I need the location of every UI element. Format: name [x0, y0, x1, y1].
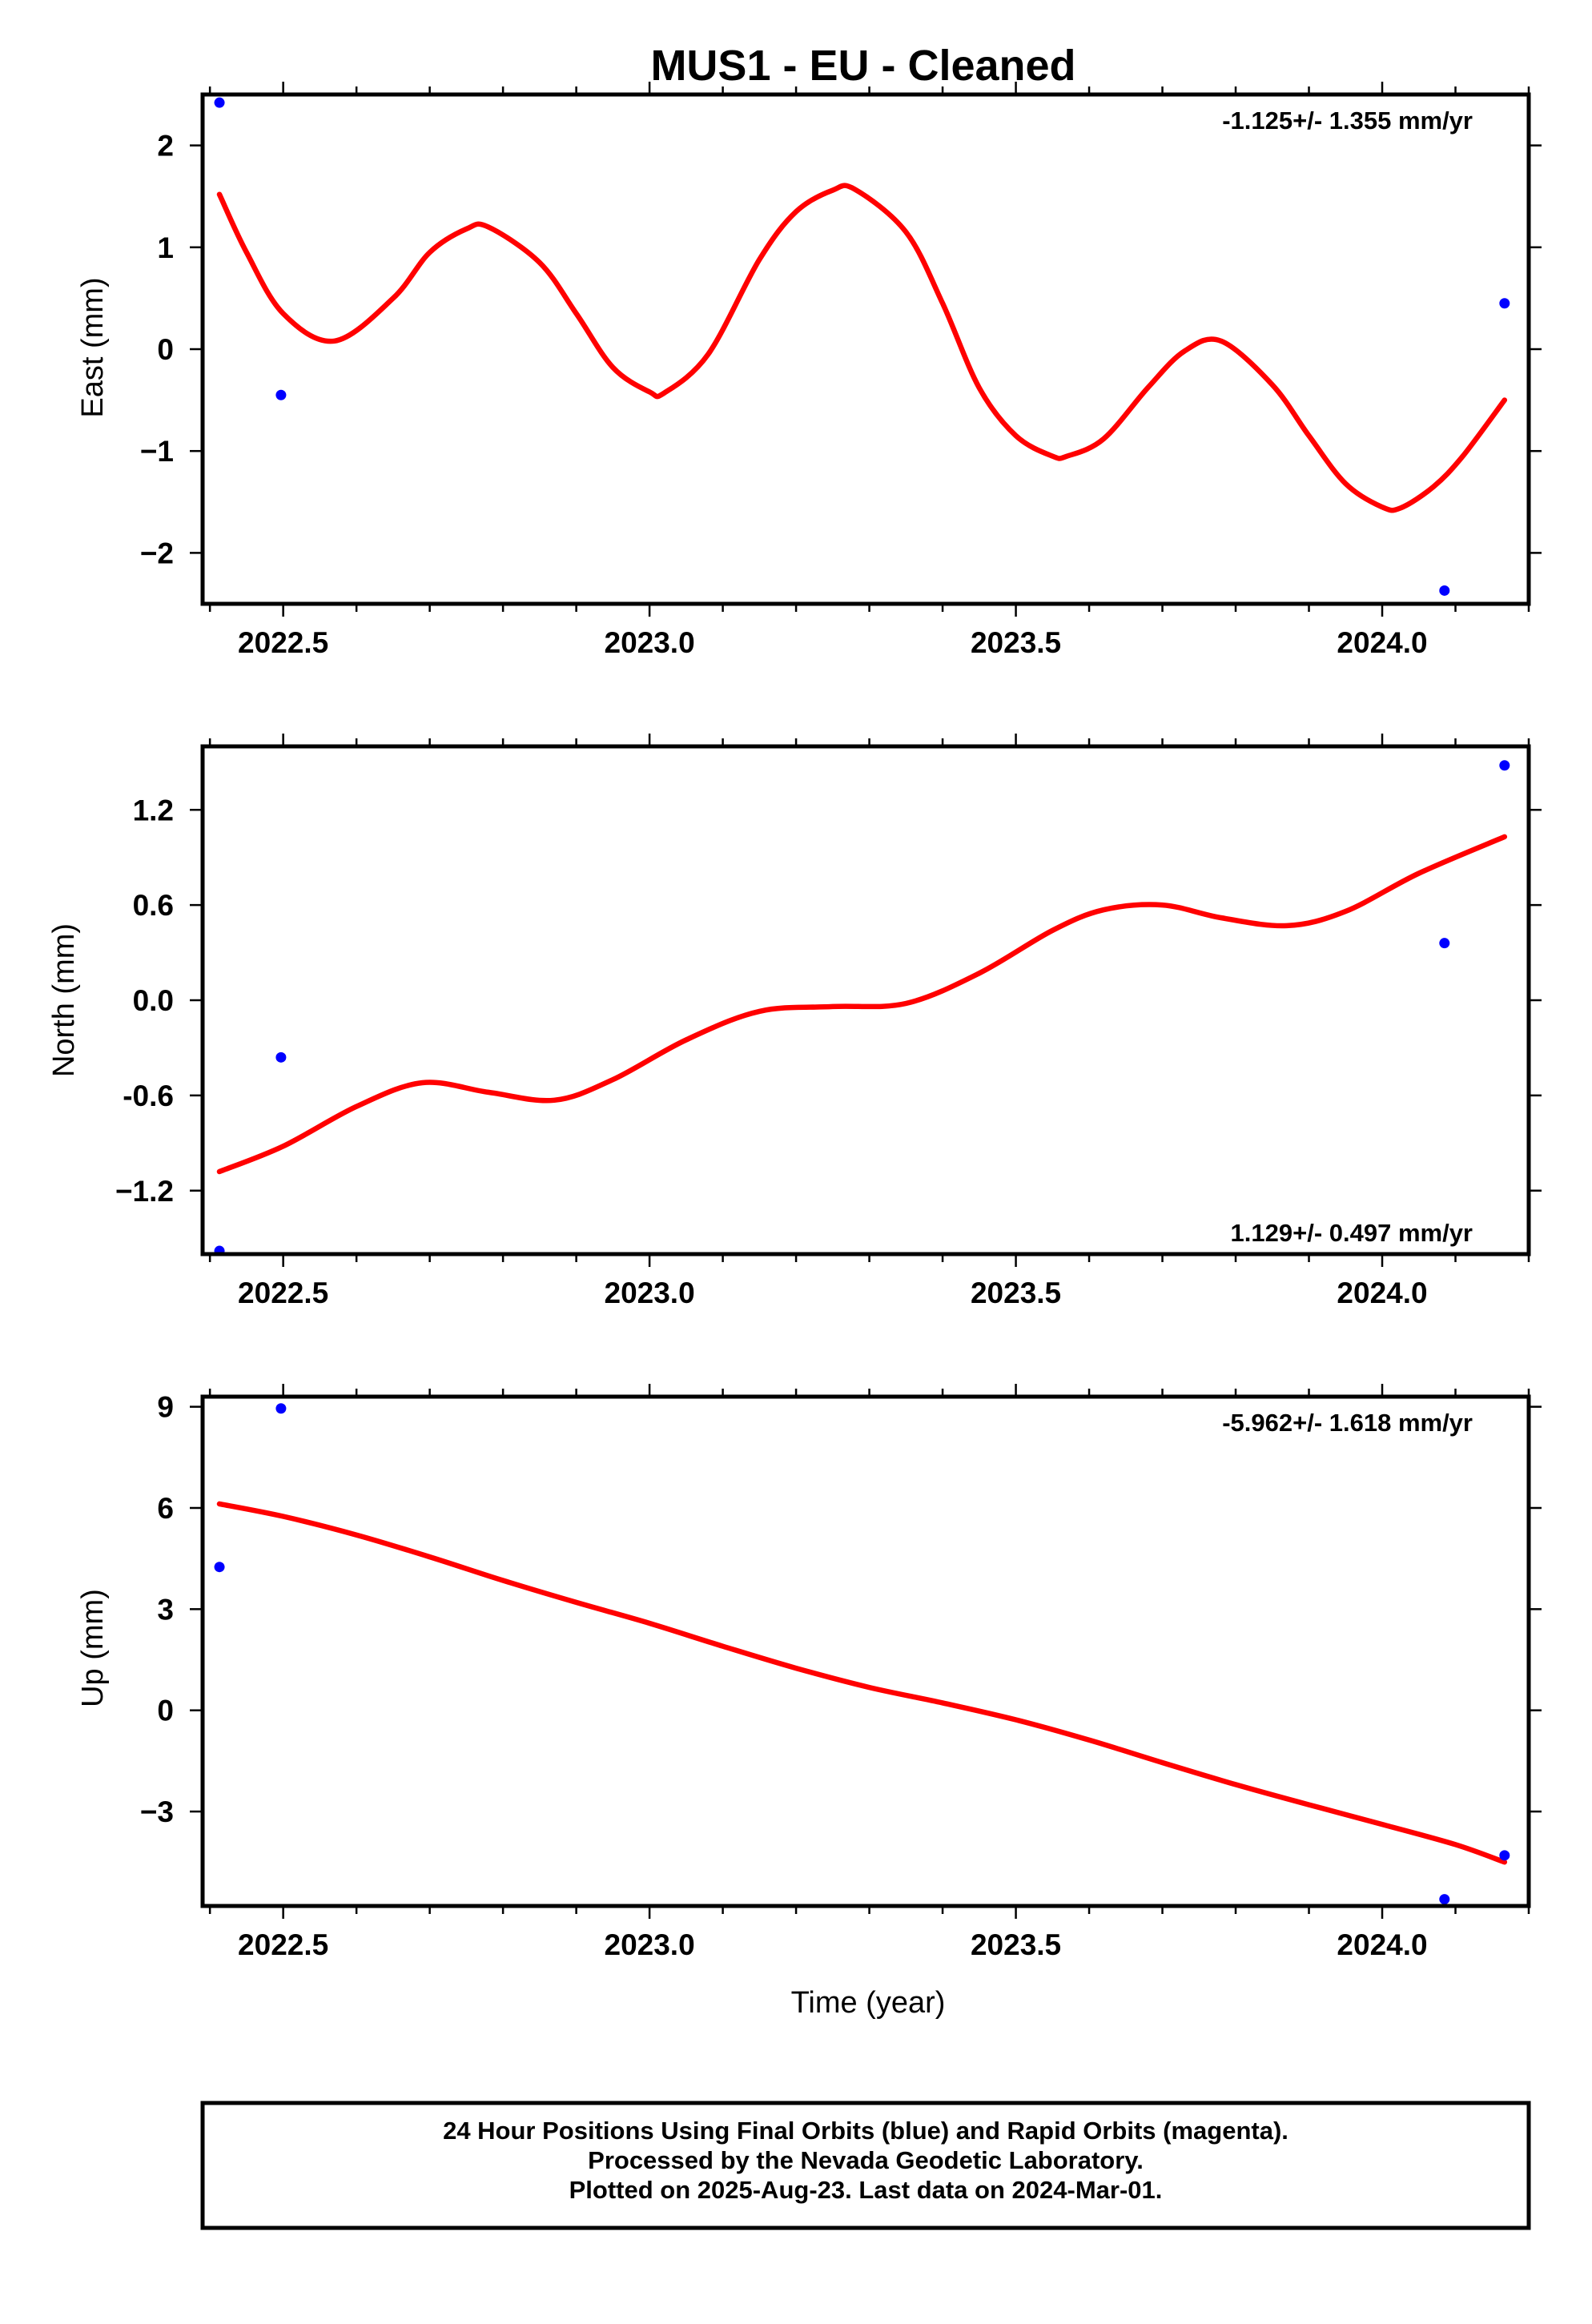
up-y-tick-label: 3 — [157, 1593, 174, 1626]
up-data-point — [1499, 1850, 1510, 1861]
east-data-point — [214, 97, 225, 108]
east-y-tick-label: −2 — [140, 537, 174, 569]
up-y-tick-label: 6 — [157, 1492, 174, 1525]
east-rate-label: -1.125+/- 1.355 mm/yr — [1222, 107, 1473, 135]
up-x-tick-label: 2022.5 — [238, 1928, 328, 1961]
east-y-axis-label: East (mm) — [76, 277, 110, 417]
north-y-axis-label: North (mm) — [47, 923, 81, 1077]
footer-line-1: 24 Hour Positions Using Final Orbits (bl… — [443, 2117, 1288, 2145]
north-y-tick-label: −1.2 — [115, 1175, 174, 1208]
north-y-tick-label: 0.6 — [133, 889, 174, 922]
x-axis-label: Time (year) — [791, 1986, 946, 2020]
north-panel: 2022.5 2023.0 2023.5 2024.0 1.2 0.6 0.0 -0.6 −1.… — [47, 734, 1542, 1309]
up-y-tick-label: −3 — [140, 1795, 174, 1828]
chart-title: MUS1 - EU - Cleaned — [650, 42, 1075, 90]
north-data-point — [275, 1051, 287, 1063]
east-y-tick-label: 1 — [157, 231, 174, 264]
east-data-point — [1499, 298, 1510, 309]
north-data-point — [1439, 938, 1450, 949]
north-y-tick-label: 0.0 — [133, 984, 174, 1017]
east-y-tick-label: 2 — [157, 130, 174, 163]
footer-panel: 24 Hour Positions Using Final Orbits (bl… — [200, 2101, 1531, 2230]
up-y-tick-label: 9 — [157, 1391, 174, 1424]
east-y-tick-label: −1 — [140, 435, 174, 468]
up-y-axis-label: Up (mm) — [76, 1589, 110, 1707]
up-y-tick-label: 0 — [157, 1695, 174, 1727]
east-x-tick-label: 2024.0 — [1337, 626, 1427, 659]
up-panel: 2022.5 2023.0 2023.5 2024.0 9 6 3 0 −3 Up (mm) -5.… — [76, 1384, 1542, 1961]
up-x-tick-label: 2023.5 — [971, 1928, 1061, 1961]
east-y-tick-label: 0 — [157, 333, 174, 366]
north-x-tick-label: 2024.0 — [1337, 1277, 1427, 1309]
north-x-tick-label: 2022.5 — [238, 1277, 328, 1309]
east-x-tick-label: 2023.0 — [605, 626, 695, 659]
up-model-line — [216, 1501, 1508, 1865]
east-x-tick-label: 2022.5 — [238, 626, 328, 659]
footer-line-3: Plotted on 2025-Aug-23. Last data on 202… — [569, 2176, 1163, 2204]
north-data-point — [1499, 760, 1510, 771]
up-data-point — [214, 1562, 225, 1573]
up-rate-label: -5.962+/- 1.618 mm/yr — [1222, 1409, 1473, 1437]
east-data-point — [1439, 585, 1450, 596]
footer-box — [200, 2101, 1531, 2230]
north-plot-frame — [200, 744, 1531, 1256]
up-x-tick-label: 2023.0 — [605, 1928, 695, 1961]
north-y-tick-label: -0.6 — [123, 1080, 174, 1112]
east-model-line — [216, 183, 1508, 513]
up-data-point — [275, 1403, 287, 1414]
north-rate-label: 1.129+/- 0.497 mm/yr — [1231, 1219, 1473, 1247]
north-x-tick-label: 2023.0 — [605, 1277, 695, 1309]
north-x-tick-label: 2023.5 — [971, 1277, 1061, 1309]
footer-line-2: Processed by the Nevada Geodetic Laborat… — [588, 2146, 1144, 2174]
up-data-point — [1439, 1894, 1450, 1905]
east-x-tick-label: 2023.5 — [971, 626, 1061, 659]
east-plot-frame — [200, 92, 1531, 606]
up-x-tick-label: 2024.0 — [1337, 1928, 1427, 1961]
north-y-tick-label: 1.2 — [133, 794, 174, 826]
up-plot-frame — [200, 1394, 1531, 1908]
north-model-line — [216, 834, 1508, 1175]
east-panel: 2022.5 2023.0 2023.5 2024.0 2 1 0 −1 −2 East (mm)… — [76, 82, 1542, 659]
east-data-point — [275, 389, 287, 400]
